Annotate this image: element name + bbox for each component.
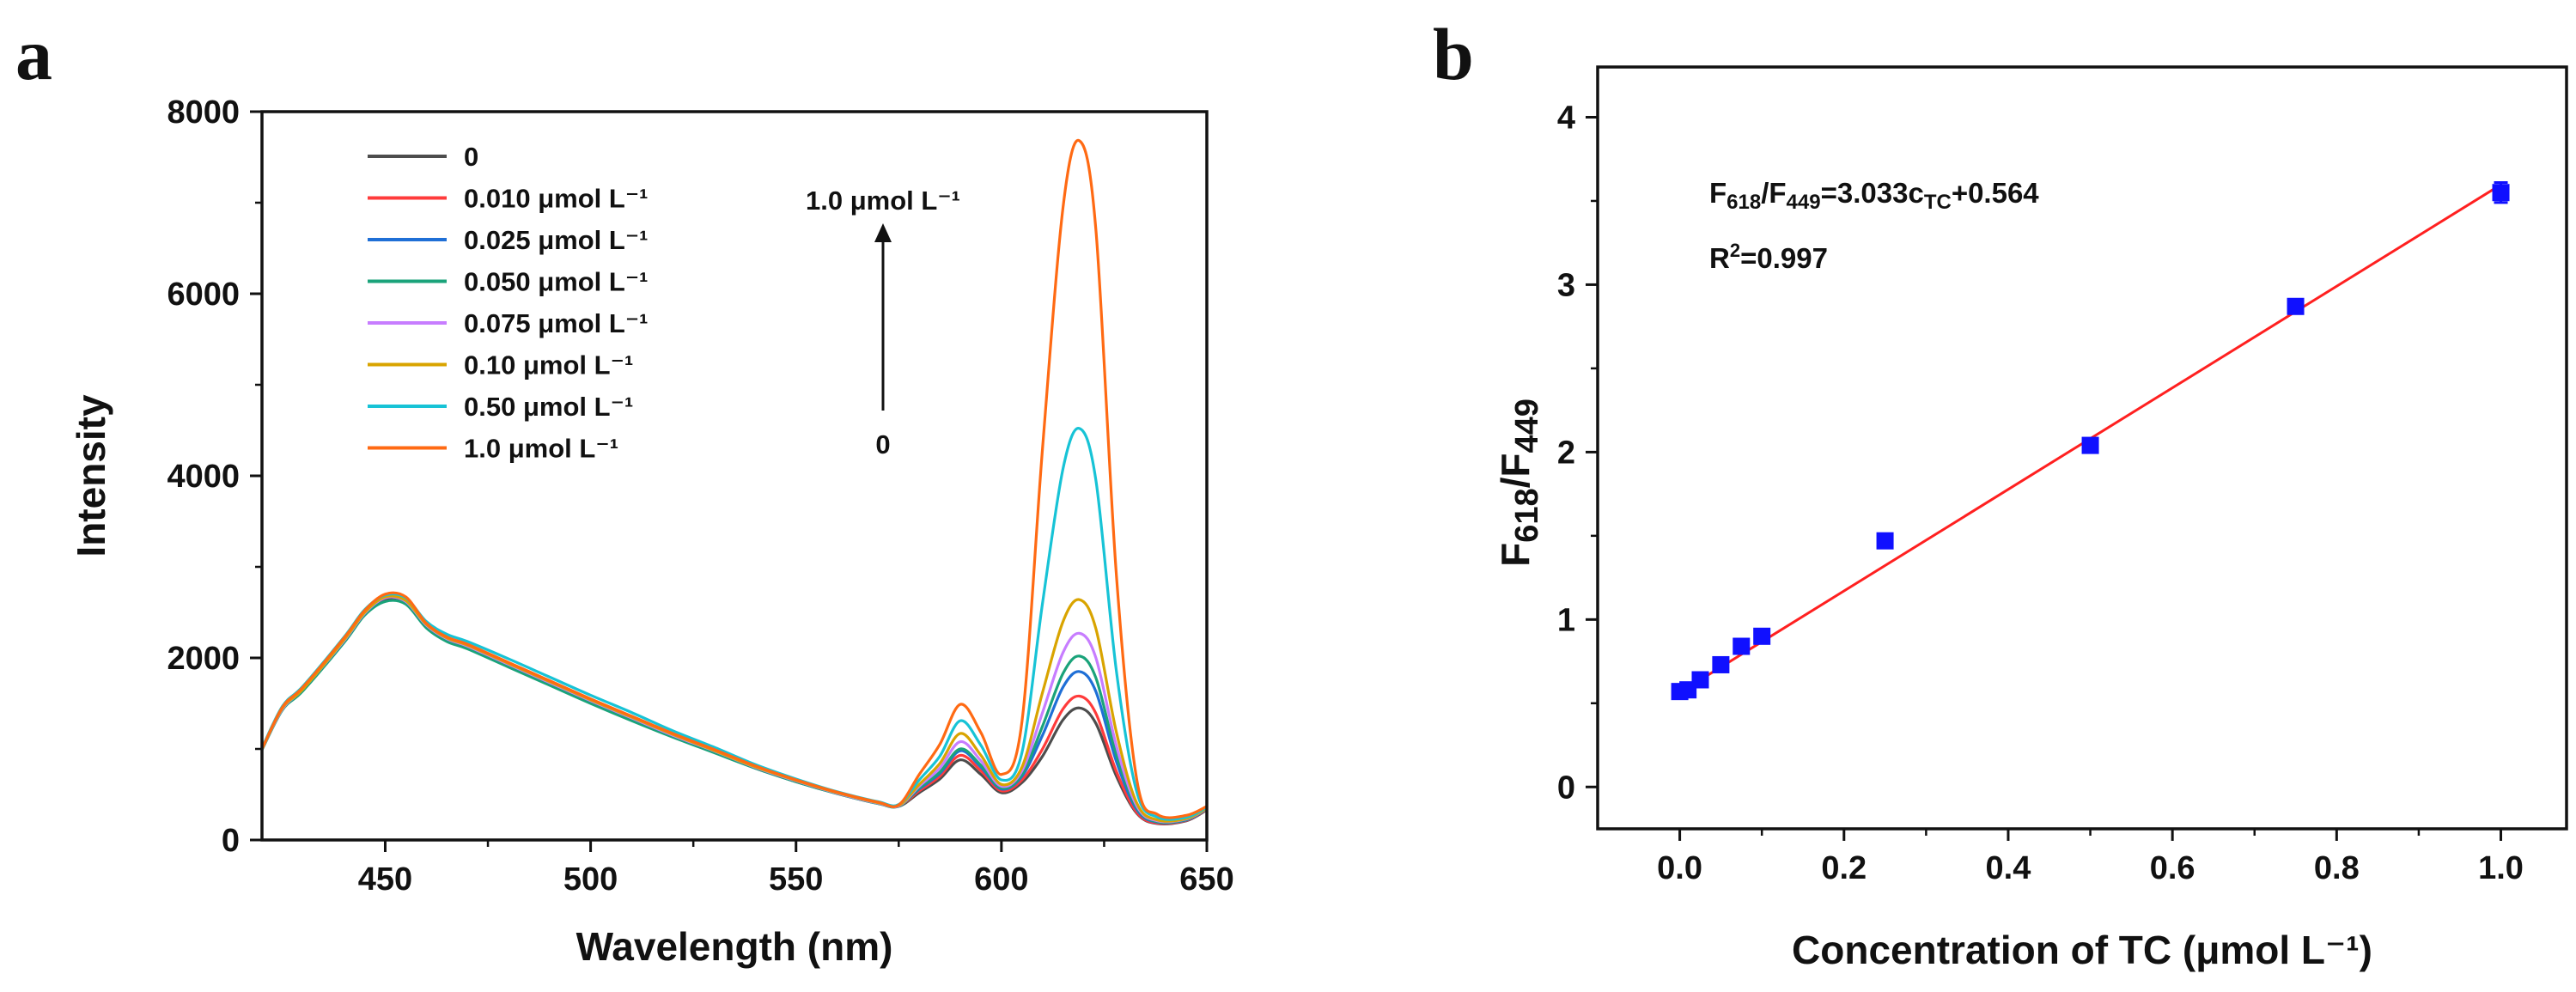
calibration-y-tick-label: 1 [1557, 602, 1575, 638]
spectrum-y-tick-label: 4000 [167, 459, 240, 495]
annotation-bottom-label: 0 [875, 429, 890, 459]
calibration-x-axis-label: Concentration of TC (μmol L⁻¹) [1792, 928, 2372, 972]
calibration-x-tick-label: 0.8 [2314, 850, 2360, 886]
spectrum-series-5 [260, 594, 1208, 823]
spectrum-series-0 [260, 597, 1208, 825]
calibration-x-tick-label: 1.0 [2478, 850, 2524, 886]
legend-label: 0.050 μmol L⁻¹ [464, 267, 649, 297]
spectrum-y-tick-label: 8000 [167, 94, 240, 131]
data-point [1753, 627, 1771, 645]
spectrum-x-tick-label: 500 [563, 861, 618, 898]
r-squared-label: R2=0.997 [1709, 240, 1828, 274]
calibration-y-tick-label: 0 [1557, 770, 1575, 806]
legend-label: 0.025 μmol L⁻¹ [464, 225, 649, 255]
calibration-y-tick-label: 3 [1557, 267, 1575, 303]
calibration-x-tick-label: 0.4 [1986, 850, 2031, 886]
calibration-y-ticks: 0 1 2 3 4 [1557, 100, 1598, 806]
calibration-x-tick-label: 0.2 [1821, 850, 1867, 886]
spectrum-y-ticks: 0 2000 4000 6000 8000 [167, 94, 262, 859]
panel-a-letter: a [15, 13, 52, 95]
calibration-x-ticks: 0.0 0.2 0.4 0.6 0.8 1.0 [1657, 829, 2524, 886]
data-point [2287, 297, 2305, 315]
legend-label: 0.10 μmol L⁻¹ [464, 350, 633, 380]
spectrum-x-tick-label: 650 [1179, 861, 1233, 898]
spectrum-y-tick-label: 0 [222, 823, 240, 859]
spectrum-x-tick-label: 600 [974, 861, 1028, 898]
panel-b-letter: b [1433, 13, 1474, 95]
legend-label: 1.0 μmol L⁻¹ [464, 434, 618, 464]
calibration-y-tick-label: 4 [1557, 100, 1575, 136]
fit-equation: F618/F449=3.033cTC+0.564 [1709, 177, 2039, 214]
increase-arrow-head [874, 223, 892, 242]
spectrum-x-axis-label: Wavelength (nm) [576, 924, 893, 969]
calibration-y-tick-label: 2 [1557, 435, 1575, 471]
data-point [1712, 655, 1730, 673]
spectrum-chart: 450 500 550 600 650 0 2000 4000 6000 8000 Wavele… [69, 94, 1234, 969]
annotation-top-label: 1.0 μmol L⁻¹ [806, 186, 960, 216]
spectrum-plot-frame [260, 110, 1209, 842]
data-point [1691, 671, 1709, 689]
legend-label: 0.010 μmol L⁻¹ [464, 184, 649, 214]
spectrum-series-4 [260, 595, 1208, 824]
spectrum-y-tick-label: 2000 [167, 641, 240, 677]
legend-label: 0.50 μmol L⁻¹ [464, 392, 633, 422]
spectrum-series-1 [260, 595, 1208, 825]
data-point [1876, 532, 1894, 550]
spectrum-x-tick-label: 550 [769, 861, 823, 898]
spectrum-y-tick-label: 6000 [167, 277, 240, 313]
data-point [1733, 637, 1751, 655]
spectrum-legend: 0 0.010 μmol L⁻¹ 0.025 μmol L⁻¹ 0.050 μmol … [368, 142, 649, 464]
calibration-points [1671, 181, 2510, 701]
spectrum-series-7 [260, 138, 1208, 819]
calibration-chart: 0.0 0.2 0.4 0.6 0.8 1.0 0 1 2 3 4 Concentration o… [1493, 65, 2568, 972]
legend-label: 0.075 μmol L⁻¹ [464, 308, 649, 338]
calibration-plot-frame [1596, 65, 2568, 831]
spectrum-x-ticks: 450 500 550 600 650 [358, 840, 1234, 898]
spectrum-curves [260, 138, 1208, 825]
calibration-y-axis-label: F618/F449 [1493, 399, 1545, 567]
spectrum-series-3 [260, 599, 1208, 825]
calibration-x-tick-label: 0.6 [2150, 850, 2195, 886]
calibration-x-tick-label: 0.0 [1657, 850, 1702, 886]
spectrum-series-2 [260, 593, 1208, 825]
data-point [2081, 436, 2099, 454]
spectrum-x-tick-label: 450 [358, 861, 412, 898]
data-point [2492, 184, 2510, 202]
legend-label: 0 [464, 142, 478, 172]
spectrum-y-axis-label: Intensity [69, 394, 113, 557]
